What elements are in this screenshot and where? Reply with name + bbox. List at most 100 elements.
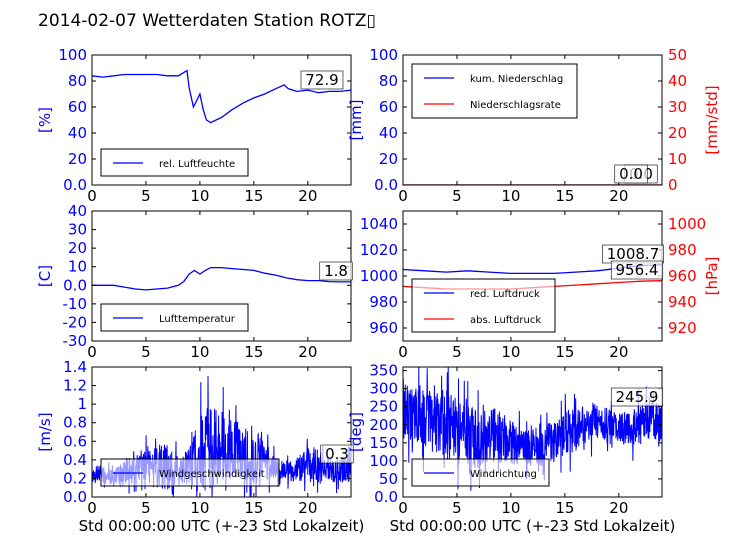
y-tick-label: 1.4 <box>63 358 87 376</box>
y-right-tick-label: 0 <box>668 176 678 194</box>
y-right-tick-label: 40 <box>668 72 687 90</box>
y-tick-label: 150 <box>369 434 398 452</box>
value-label: 1.8 <box>324 262 348 280</box>
value-label-box <box>610 387 664 407</box>
panel-temperature: 0 5 10 15 20-30-20-100.010203040[C]Lufttempe… <box>36 202 353 361</box>
x-tick-label: 0 <box>398 499 408 517</box>
y-tick-label: 60 <box>379 98 398 116</box>
x-tick-label: 15 <box>244 343 263 361</box>
x-tick-label: 10 <box>190 187 209 205</box>
y-tick-label: 10 <box>68 258 87 276</box>
y-tick-label: 20 <box>379 150 398 168</box>
y-tick-label: 0.0 <box>374 176 398 194</box>
y-tick-label: 1020 <box>360 241 398 259</box>
y-tick-label: 0.0 <box>374 488 398 506</box>
y-tick-label: 300 <box>369 380 398 398</box>
x-tick-label: 10 <box>501 343 520 361</box>
y-right-tick-label: 940 <box>668 293 697 311</box>
y-tick-label: -20 <box>63 313 88 331</box>
value-label: 956.4 <box>616 261 659 279</box>
y-tick-label: 1000 <box>360 267 398 285</box>
x-tick-label: 0 <box>87 187 97 205</box>
y-tick-label: 200 <box>369 416 398 434</box>
legend: red. Luftdruck abs. Luftdruck <box>411 278 556 333</box>
legend-label: Windgeschwindigkeit <box>159 469 265 480</box>
y-tick-label: 20 <box>68 150 87 168</box>
plot-frame <box>402 54 663 186</box>
x-tick-label: 20 <box>609 499 628 517</box>
panel-pressure: 0 5 10 15 20 960 980 1000 1020 1040 920 940 960 980 10… <box>360 210 721 361</box>
x-tick-label: 15 <box>244 187 263 205</box>
series-line-1 <box>92 266 351 291</box>
y-tick-label: 0.0 <box>63 488 87 506</box>
y-tick-label: 1040 <box>360 215 398 233</box>
y-tick-label: 980 <box>369 293 398 311</box>
legend-box <box>100 458 280 487</box>
x-tick-label: 10 <box>501 499 520 517</box>
y-right-tick-label: 30 <box>668 98 687 116</box>
panel-precipitation: 0 5 10 15 20 0.0 20 40 60 80 100 0 10 20 30 40 50 [mm] [mm… <box>347 46 721 205</box>
x-axis-label: Std 00:00:00 UTC (+-23 Std Lokalzeit) <box>390 517 676 535</box>
y-tick-label: 250 <box>369 398 398 416</box>
x-tick-label: 10 <box>190 343 209 361</box>
plot-frame <box>91 366 352 498</box>
legend-label: rel. Luftfeuchte <box>159 159 235 170</box>
value-label-box <box>614 164 648 184</box>
y-tick-label: 0.4 <box>63 451 87 469</box>
y-tick-label: 40 <box>379 124 398 142</box>
plot-frame <box>91 54 352 186</box>
y-right-tick-label: 920 <box>668 319 697 337</box>
y-tick-label: -30 <box>63 332 88 350</box>
x-tick-label: 5 <box>141 343 151 361</box>
x-tick-label: 20 <box>298 343 317 361</box>
y-tick-label: 1 <box>77 395 87 413</box>
x-tick-label: 0 <box>398 187 408 205</box>
legend-label: red. Luftdruck <box>470 289 540 300</box>
x-tick-label: 10 <box>190 499 209 517</box>
y-right-axis-label: [hPa] <box>703 257 721 296</box>
legend: Lufttemperatur <box>100 303 249 332</box>
figure-title: 2014-02-07 Wetterdaten Station ROTZ▯ <box>38 11 376 31</box>
value-label: 72.9 <box>305 71 338 89</box>
x-tick-label: 15 <box>555 343 574 361</box>
x-tick-label: 5 <box>452 343 462 361</box>
y-tick-label: 0.0 <box>63 276 87 294</box>
legend: Windrichtung <box>411 458 550 487</box>
value-label-box <box>610 260 664 280</box>
legend: rel. Luftfeuchte <box>100 148 249 177</box>
y-axis-label: [deg] <box>347 412 365 452</box>
y-tick-label: 100 <box>58 46 87 64</box>
value-label-box <box>320 444 354 464</box>
y-tick-label: 60 <box>68 98 87 116</box>
x-tick-label: 5 <box>452 499 462 517</box>
y-tick-label: 350 <box>369 362 398 380</box>
y-right-tick-label: 10 <box>668 150 687 168</box>
plot-frame <box>402 366 663 498</box>
x-axis-label: Std 00:00:00 UTC (+-23 Std Lokalzeit) <box>79 517 365 535</box>
x-tick-label: 5 <box>452 187 462 205</box>
value-label: 245.9 <box>616 388 659 406</box>
legend-label: kum. Niederschlag <box>470 74 563 85</box>
y-tick-label: -10 <box>63 295 88 313</box>
x-tick-label: 20 <box>609 343 628 361</box>
legend: Windgeschwindigkeit <box>100 458 280 487</box>
x-tick-label: 20 <box>298 187 317 205</box>
value-label: 0.3 <box>325 445 349 463</box>
value-label-box <box>300 70 344 90</box>
y-tick-label: 0.8 <box>63 414 87 432</box>
x-tick-label: 15 <box>555 187 574 205</box>
x-tick-label: 0 <box>87 343 97 361</box>
y-tick-label: 960 <box>369 319 398 337</box>
y-tick-label: 1.2 <box>63 377 87 395</box>
value-label: 0.0 <box>619 165 643 183</box>
y-axis-label: [m/s] <box>36 412 54 451</box>
legend-label: Windrichtung <box>470 469 537 480</box>
series-group <box>403 367 662 491</box>
y-axis-label: [C] <box>36 265 54 287</box>
panel-wind-speed: 0 5 10 15 20 0.00.20.40.60.811.21.4 [m/s] Std 0… <box>36 358 364 535</box>
value-label: 1008.7 <box>607 245 660 263</box>
x-tick-label: 15 <box>555 499 574 517</box>
y-tick-label: 100 <box>369 46 398 64</box>
y-tick-label: 100 <box>369 452 398 470</box>
